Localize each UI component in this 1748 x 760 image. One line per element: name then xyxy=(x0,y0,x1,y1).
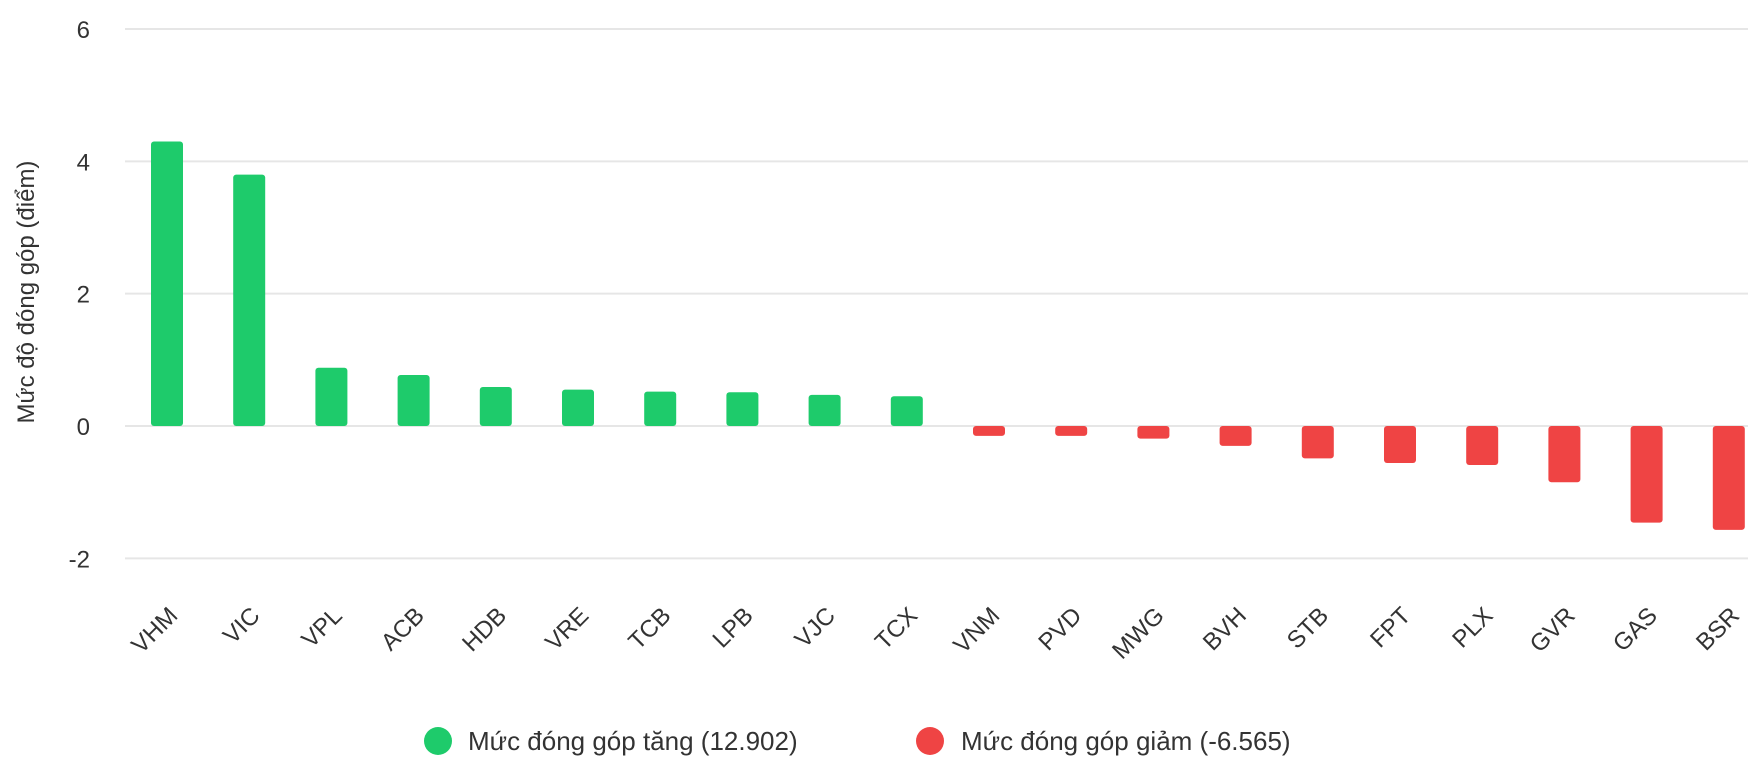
bar-tcx[interactable] xyxy=(890,396,923,426)
x-tick-label-tcx: TCX xyxy=(870,602,923,655)
bar-plx[interactable] xyxy=(1466,426,1499,466)
bar-lpb[interactable] xyxy=(726,392,759,426)
x-tick-label-lpb: LPB xyxy=(707,602,758,653)
x-tick-label-fpt: FPT xyxy=(1365,602,1416,653)
legend: Mức đóng góp tăng (12.902) Mức đóng góp … xyxy=(424,726,1291,756)
x-tick-label-pvd: PVD xyxy=(1033,602,1087,656)
x-tick-label-acb: ACB xyxy=(376,602,430,656)
bar-vre[interactable] xyxy=(562,389,594,426)
bar-stb[interactable] xyxy=(1301,426,1334,459)
x-tick-label-vhm: VHM xyxy=(126,602,183,659)
x-tick-label-vpl: VPL xyxy=(296,602,347,653)
y-axis-title: Mức độ đóng góp (điểm) xyxy=(13,161,40,424)
x-tick-layer: VHM VIC VPL ACB HDB VRE TCB LPB VJC TCX VNM PVD MWG B… xyxy=(126,602,1745,665)
legend-label-increase: Mức đóng góp tăng (12.902) xyxy=(468,726,798,756)
x-tick-label-bsr: BSR xyxy=(1691,602,1745,656)
bar-vpl[interactable] xyxy=(315,367,348,426)
bar-tcb[interactable] xyxy=(644,391,677,426)
x-tick-label-stb: STB xyxy=(1282,602,1334,654)
legend-dot-decrease xyxy=(916,727,944,755)
bar-layer xyxy=(151,141,1745,530)
bar-vjc[interactable] xyxy=(808,394,841,426)
bar-acb[interactable] xyxy=(397,375,430,426)
bar-vhm[interactable] xyxy=(151,141,183,426)
x-tick-label-vjc: VJC xyxy=(790,602,841,653)
x-tick-label-vnm: VNM xyxy=(948,602,1005,659)
x-tick-label-mwg: MWG xyxy=(1107,602,1169,664)
legend-item-increase[interactable]: Mức đóng góp tăng (12.902) xyxy=(424,726,798,756)
y-tick-label: -2 xyxy=(69,546,90,573)
legend-label-decrease: Mức đóng góp giảm (-6.565) xyxy=(961,726,1291,756)
x-tick-label-vic: VIC xyxy=(218,602,265,649)
x-tick-label-hdb: HDB xyxy=(457,602,512,657)
bar-fpt[interactable] xyxy=(1384,426,1416,464)
bar-vnm[interactable] xyxy=(973,426,1005,436)
bar-gvr[interactable] xyxy=(1548,426,1581,483)
y-tick-label: 2 xyxy=(77,282,90,309)
x-tick-label-gas: GAS xyxy=(1608,602,1663,657)
x-tick-label-tcb: TCB xyxy=(623,602,676,655)
bar-bsr[interactable] xyxy=(1712,426,1745,530)
x-tick-label-vre: VRE xyxy=(540,602,594,656)
bar-mwg[interactable] xyxy=(1137,426,1170,439)
y-tick-label: 4 xyxy=(77,149,90,176)
legend-item-decrease[interactable]: Mức đóng góp giảm (-6.565) xyxy=(916,726,1291,756)
legend-dot-increase xyxy=(424,727,452,755)
bar-pvd[interactable] xyxy=(1055,426,1088,436)
bar-vic[interactable] xyxy=(233,174,266,426)
y-tick-label: 6 xyxy=(77,17,90,44)
y-tick-layer: 6 4 2 0 -2 xyxy=(69,17,90,573)
grid-layer xyxy=(125,28,1748,560)
x-tick-label-gvr: GVR xyxy=(1525,602,1581,658)
x-tick-label-plx: PLX xyxy=(1447,602,1498,653)
x-tick-label-bvh: BVH xyxy=(1198,602,1252,656)
bar-bvh[interactable] xyxy=(1219,426,1252,446)
bar-hdb[interactable] xyxy=(479,386,512,426)
bar-gas[interactable] xyxy=(1630,426,1663,523)
y-tick-label: 0 xyxy=(77,414,90,441)
